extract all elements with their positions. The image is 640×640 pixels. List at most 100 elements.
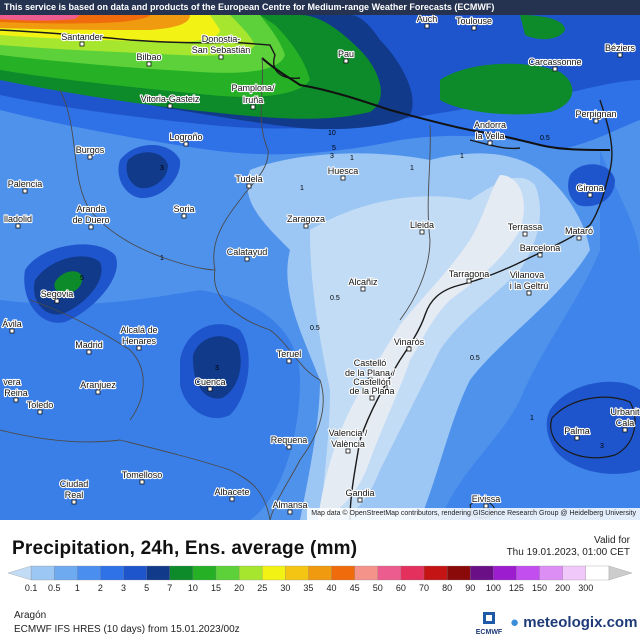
- legend-tick-label: 80: [442, 583, 452, 593]
- city-label: Palma: [564, 426, 590, 436]
- city-marker: [593, 118, 599, 124]
- city-label: Toulouse: [456, 16, 492, 26]
- valid-time: Thu 19.01.2023, 01:00 CET: [506, 547, 630, 558]
- precip-zone-dry: [318, 175, 524, 520]
- city-label: Teruel: [277, 349, 302, 359]
- city-label: Pamplona/: [231, 83, 275, 93]
- legend-tick-label: 10: [188, 583, 198, 593]
- city-marker: [87, 154, 93, 160]
- border-navarra-aragon: [239, 57, 269, 201]
- city-marker: [22, 188, 28, 194]
- chart-title: Precipitation, 24h, Ens. average (mm): [12, 538, 358, 559]
- city-label: Girona: [576, 183, 603, 193]
- city-marker: [71, 499, 77, 505]
- color-legend: 0.1 0.5 1 2 3 5 7 10 15 20 25 30 35 40 45 50 60 70 80 90 100…: [7, 565, 633, 593]
- border-castilla-south: [0, 429, 271, 520]
- city-label: Ciudad: [60, 479, 89, 489]
- city-label: Palencia: [8, 179, 43, 189]
- border-castilla-leon: [59, 89, 216, 271]
- contour-label: 3: [330, 153, 334, 160]
- city-marker: [229, 496, 235, 502]
- city-label: Ávila: [2, 319, 22, 329]
- legend-swatch: [123, 565, 148, 581]
- city-marker: [167, 103, 173, 109]
- legend-tick-label: 150: [532, 583, 547, 593]
- mallorca-outline: [550, 396, 636, 459]
- city-marker: [369, 395, 375, 401]
- city-marker: [207, 386, 213, 392]
- legend-swatch: [54, 565, 78, 581]
- legend-swatch: [238, 565, 263, 581]
- city-label: Auch: [417, 14, 438, 24]
- national-border: [261, 57, 611, 151]
- city-marker: [406, 346, 412, 352]
- city-marker: [88, 224, 94, 230]
- city-marker: [86, 349, 92, 355]
- city-marker: [246, 183, 252, 189]
- legend-tick-label: 25: [257, 583, 267, 593]
- region-name: Aragón: [14, 610, 47, 621]
- city-marker: [287, 509, 293, 515]
- legend-swatch: [215, 565, 240, 581]
- city-label: Santander: [61, 32, 103, 42]
- city-marker: [360, 286, 366, 292]
- city-marker: [139, 479, 145, 485]
- contour-label: 1: [350, 155, 354, 162]
- city-marker: [13, 397, 19, 403]
- legend-swatch: [100, 565, 125, 581]
- city-marker: [146, 61, 152, 67]
- city-label: Gandia: [345, 488, 374, 498]
- legend-tick-label: 7: [167, 583, 172, 593]
- legend-swatch: [30, 565, 55, 581]
- city-label: Calatayud: [227, 247, 268, 257]
- city-label: Vinaròs: [394, 337, 425, 347]
- city-marker: [340, 175, 346, 181]
- legend-swatch: [354, 565, 379, 581]
- city-label: Henares: [122, 336, 157, 346]
- contour-label: 0.5: [310, 325, 320, 332]
- contour-label: 1: [410, 165, 414, 172]
- city-marker: [181, 213, 187, 219]
- city-label: Albacete: [214, 487, 249, 497]
- city-label: Burgos: [76, 145, 105, 155]
- city-marker: [343, 58, 349, 64]
- legend-tick-label: 300: [578, 583, 593, 593]
- city-label: Urbanit: [610, 407, 640, 417]
- city-label: Segovia: [41, 289, 74, 299]
- city-marker: [15, 223, 21, 229]
- legend-tick-label: 15: [211, 583, 221, 593]
- city-marker: [466, 278, 472, 284]
- legend-swatch: [7, 565, 32, 581]
- legend-swatch: [516, 565, 541, 581]
- city-marker: [367, 377, 373, 383]
- city-label: Andorra: [474, 120, 506, 130]
- city-label: Logroño: [169, 132, 202, 142]
- city-marker: [183, 141, 189, 147]
- city-marker: [218, 54, 224, 60]
- city-marker: [37, 409, 43, 415]
- precip-cell-burgos-core: [126, 152, 168, 189]
- legend-tick-label: 3: [121, 583, 126, 593]
- city-marker: [487, 140, 493, 146]
- city-label: Alcalá de: [120, 325, 157, 335]
- city-label: Barcelona: [520, 243, 561, 253]
- city-layer: Auch Toulouse Béziers Santander Bilbao Donost…: [1, 13, 640, 515]
- legend-tick-label: 50: [373, 583, 383, 593]
- city-label: Carcassonne: [528, 57, 581, 67]
- meteologix-logo-text: meteologix.com: [523, 614, 638, 631]
- city-label: Aranda: [76, 204, 105, 214]
- legend-swatch: [539, 565, 564, 581]
- city-label: Perpignan: [575, 109, 616, 119]
- meteologix-logo[interactable]: ● meteologix.com: [510, 614, 637, 631]
- city-label: Pau: [338, 49, 354, 59]
- city-marker: [303, 223, 309, 229]
- legend-swatch: [308, 565, 333, 581]
- legend-swatch: [169, 565, 194, 581]
- legend-swatch: [146, 565, 171, 581]
- city-label: Terrassa: [508, 222, 543, 232]
- city-label: lladolid: [4, 214, 32, 224]
- contour-label: 1: [385, 385, 389, 392]
- city-marker: [357, 497, 363, 503]
- border-aragon-castilla: [213, 199, 321, 381]
- city-marker: [286, 444, 292, 450]
